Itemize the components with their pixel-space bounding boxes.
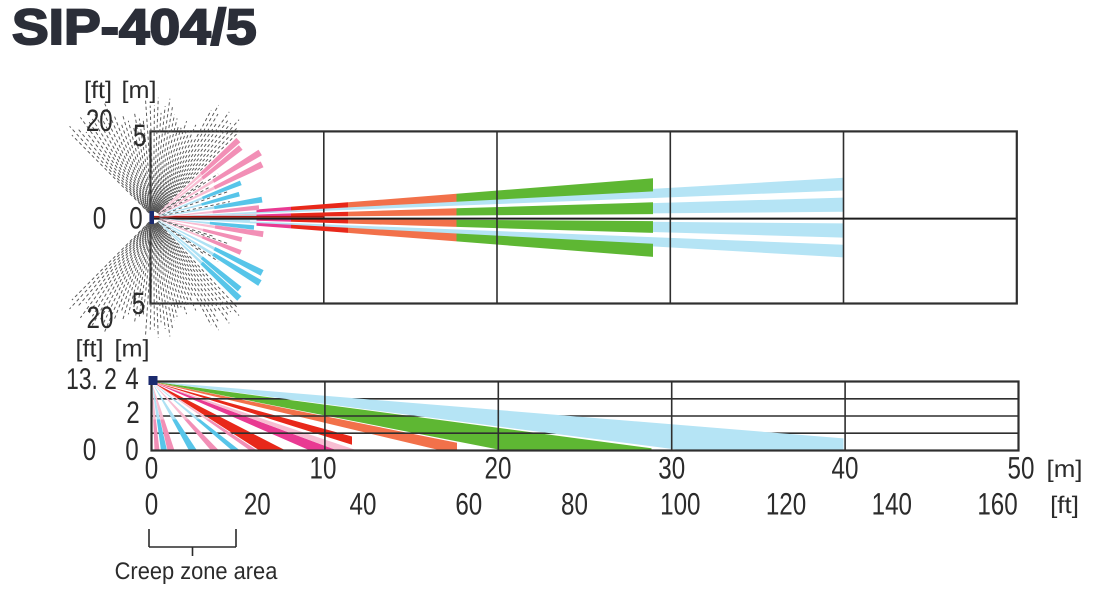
svg-text:0: 0 bbox=[83, 432, 96, 467]
svg-text:5: 5 bbox=[132, 286, 145, 321]
svg-text:Creep zone area: Creep zone area bbox=[115, 558, 278, 585]
svg-text:160: 160 bbox=[977, 487, 1017, 522]
svg-text:40: 40 bbox=[350, 487, 377, 522]
svg-text:20: 20 bbox=[485, 451, 512, 486]
svg-text:20: 20 bbox=[86, 103, 113, 138]
svg-text:2: 2 bbox=[126, 395, 139, 430]
svg-text:[ft]: [ft] bbox=[84, 77, 112, 104]
svg-text:SIP-404/5: SIP-404/5 bbox=[12, 0, 257, 55]
svg-text:4: 4 bbox=[125, 361, 138, 396]
svg-text:100: 100 bbox=[660, 487, 700, 522]
svg-text:13. 2: 13. 2 bbox=[66, 363, 117, 396]
svg-text:80: 80 bbox=[561, 487, 588, 522]
svg-text:60: 60 bbox=[455, 487, 482, 522]
svg-text:20: 20 bbox=[244, 487, 271, 522]
svg-text:0: 0 bbox=[125, 432, 138, 467]
svg-text:30: 30 bbox=[658, 451, 685, 486]
svg-text:0: 0 bbox=[129, 200, 142, 235]
svg-text:[m]: [m] bbox=[122, 77, 157, 104]
svg-text:[ft]: [ft] bbox=[1050, 492, 1079, 519]
svg-text:0: 0 bbox=[145, 487, 158, 522]
svg-text:[ft]: [ft] bbox=[75, 336, 103, 363]
svg-text:40: 40 bbox=[832, 451, 859, 486]
svg-text:5: 5 bbox=[133, 118, 146, 153]
svg-text:0: 0 bbox=[145, 451, 158, 486]
svg-text:50: 50 bbox=[1008, 451, 1035, 486]
svg-text:10: 10 bbox=[310, 451, 337, 486]
svg-text:140: 140 bbox=[872, 487, 912, 522]
svg-text:[m]: [m] bbox=[115, 336, 150, 363]
svg-text:0: 0 bbox=[93, 200, 106, 235]
svg-text:20: 20 bbox=[87, 300, 114, 335]
svg-text:[m]: [m] bbox=[1047, 456, 1083, 483]
svg-text:120: 120 bbox=[766, 487, 806, 522]
